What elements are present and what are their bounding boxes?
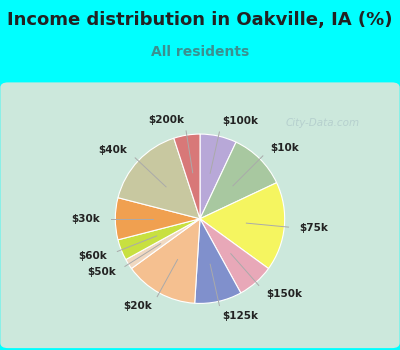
Wedge shape xyxy=(174,134,200,219)
Wedge shape xyxy=(200,219,268,293)
Text: $40k: $40k xyxy=(98,145,127,155)
Text: $100k: $100k xyxy=(222,116,258,126)
Wedge shape xyxy=(200,134,236,219)
Text: $75k: $75k xyxy=(300,223,328,233)
Wedge shape xyxy=(195,219,241,303)
Text: $20k: $20k xyxy=(123,301,152,311)
Wedge shape xyxy=(132,219,200,303)
Text: $30k: $30k xyxy=(71,214,100,224)
Text: City-Data.com: City-Data.com xyxy=(286,118,360,128)
Text: $10k: $10k xyxy=(271,143,300,153)
Wedge shape xyxy=(200,142,277,219)
Text: Income distribution in Oakville, IA (%): Income distribution in Oakville, IA (%) xyxy=(7,10,393,28)
Text: $50k: $50k xyxy=(87,267,116,277)
Wedge shape xyxy=(200,183,285,268)
Wedge shape xyxy=(115,198,200,240)
Wedge shape xyxy=(118,219,200,260)
Text: $200k: $200k xyxy=(148,115,184,125)
Text: $150k: $150k xyxy=(266,289,302,299)
FancyBboxPatch shape xyxy=(0,82,400,348)
Text: $60k: $60k xyxy=(78,251,107,260)
Text: $125k: $125k xyxy=(222,311,258,321)
Text: All residents: All residents xyxy=(151,46,249,60)
Wedge shape xyxy=(118,138,200,219)
Wedge shape xyxy=(126,219,200,268)
